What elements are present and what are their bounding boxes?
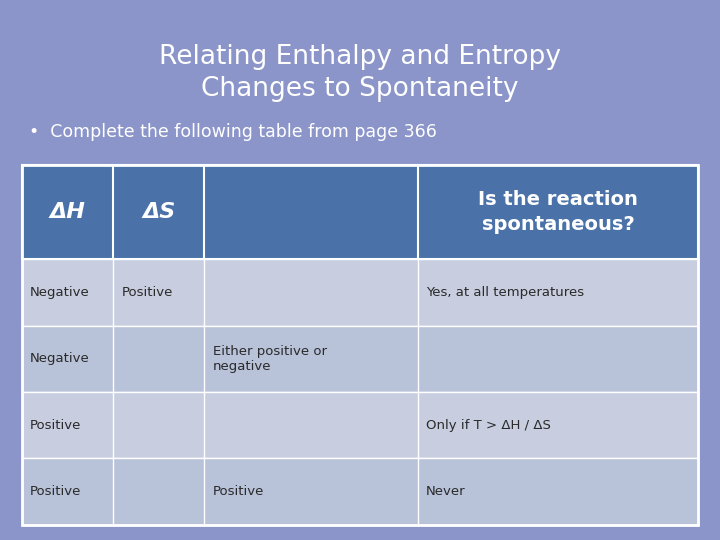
Bar [22,165,698,259]
Text: Either positive or
negative: Either positive or negative [213,345,327,373]
Bar [22,458,698,525]
Text: Positive: Positive [213,485,264,498]
Bar [22,392,698,458]
Text: Only if T > ΔH / ΔS: Only if T > ΔH / ΔS [426,418,551,432]
Text: •  Complete the following table from page 366: • Complete the following table from page… [29,123,436,141]
Text: Positive: Positive [122,286,173,299]
Text: Negative: Negative [30,352,90,366]
Bar [22,326,698,392]
Text: Yes, at all temperatures: Yes, at all temperatures [426,286,585,299]
Text: ΔS: ΔS [142,202,175,222]
Text: Changes to Spontaneity: Changes to Spontaneity [202,76,518,102]
Text: Negative: Negative [30,286,90,299]
Text: ΔH: ΔH [50,202,85,222]
Text: Relating Enthalpy and Entropy: Relating Enthalpy and Entropy [159,44,561,70]
Text: Positive: Positive [30,418,81,432]
Text: Positive: Positive [30,485,81,498]
Text: Is the reaction
spontaneous?: Is the reaction spontaneous? [478,190,638,234]
Text: Never: Never [426,485,466,498]
Bar [22,259,698,326]
Bar [22,165,698,525]
